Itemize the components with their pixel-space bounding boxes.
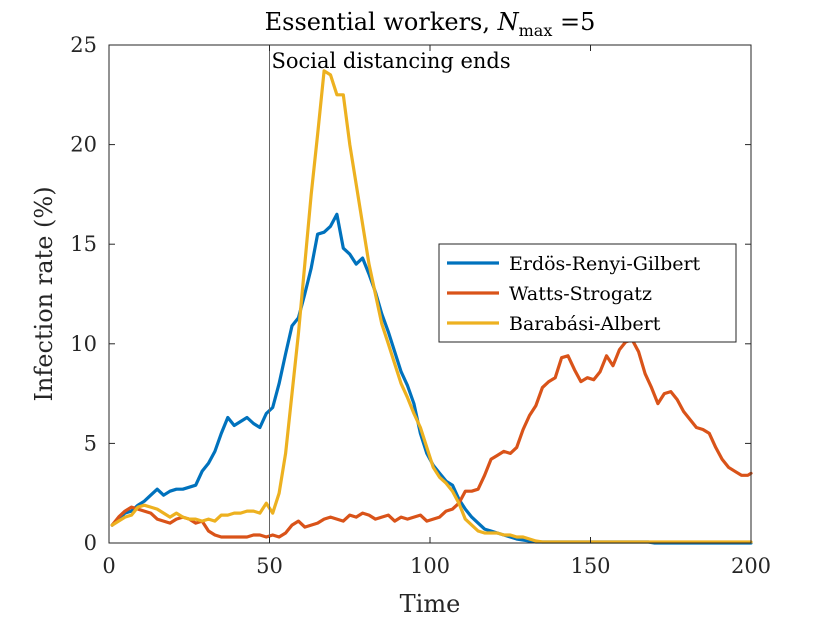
x-tick-label-4: 200 — [731, 554, 771, 578]
y-tick-label-0: 0 — [84, 531, 97, 555]
ticks-group: 0 50 100 150 200 0 5 10 15 20 25 — [70, 33, 771, 578]
y-tick-label-2: 10 — [70, 332, 97, 356]
x-axis-label: Time — [400, 590, 461, 618]
title-suffix: =5 — [552, 8, 595, 36]
series-line-3 — [110, 69, 753, 544]
title-var-sub: max — [519, 21, 553, 40]
x-tick-label-0: 0 — [102, 554, 115, 578]
series-line-2 — [110, 338, 753, 539]
plot-area: Social distancing ends 0 50 100 150 200 0 5 10 1… — [70, 33, 771, 578]
y-tick-label-1: 5 — [84, 431, 97, 455]
chart-title: Essential workers, Nmax =5 — [265, 8, 596, 40]
y-tick-label-3: 15 — [70, 232, 97, 256]
y-tick-label-5: 25 — [70, 33, 97, 57]
x-tick-label-1: 50 — [256, 554, 283, 578]
legend-label-2: Watts-Strogatz — [509, 283, 652, 305]
annotation-text: Social distancing ends — [272, 49, 511, 73]
title-prefix: Essential workers, — [265, 8, 498, 36]
legend-label-3: Barabási-Albert — [509, 313, 661, 335]
series-group — [110, 69, 753, 545]
x-tick-label-2: 100 — [410, 554, 450, 578]
series-line-1 — [110, 212, 753, 545]
legend: Erdös-Renyi-Gilbert Watts-Strogatz Barabás… — [438, 243, 737, 343]
y-axis-label: Infection rate (%) — [30, 186, 58, 401]
legend-label-1: Erdös-Renyi-Gilbert — [509, 253, 701, 275]
x-tick-label-3: 150 — [570, 554, 610, 578]
y-tick-label-4: 20 — [70, 133, 97, 157]
title-var-main: N — [497, 8, 520, 36]
